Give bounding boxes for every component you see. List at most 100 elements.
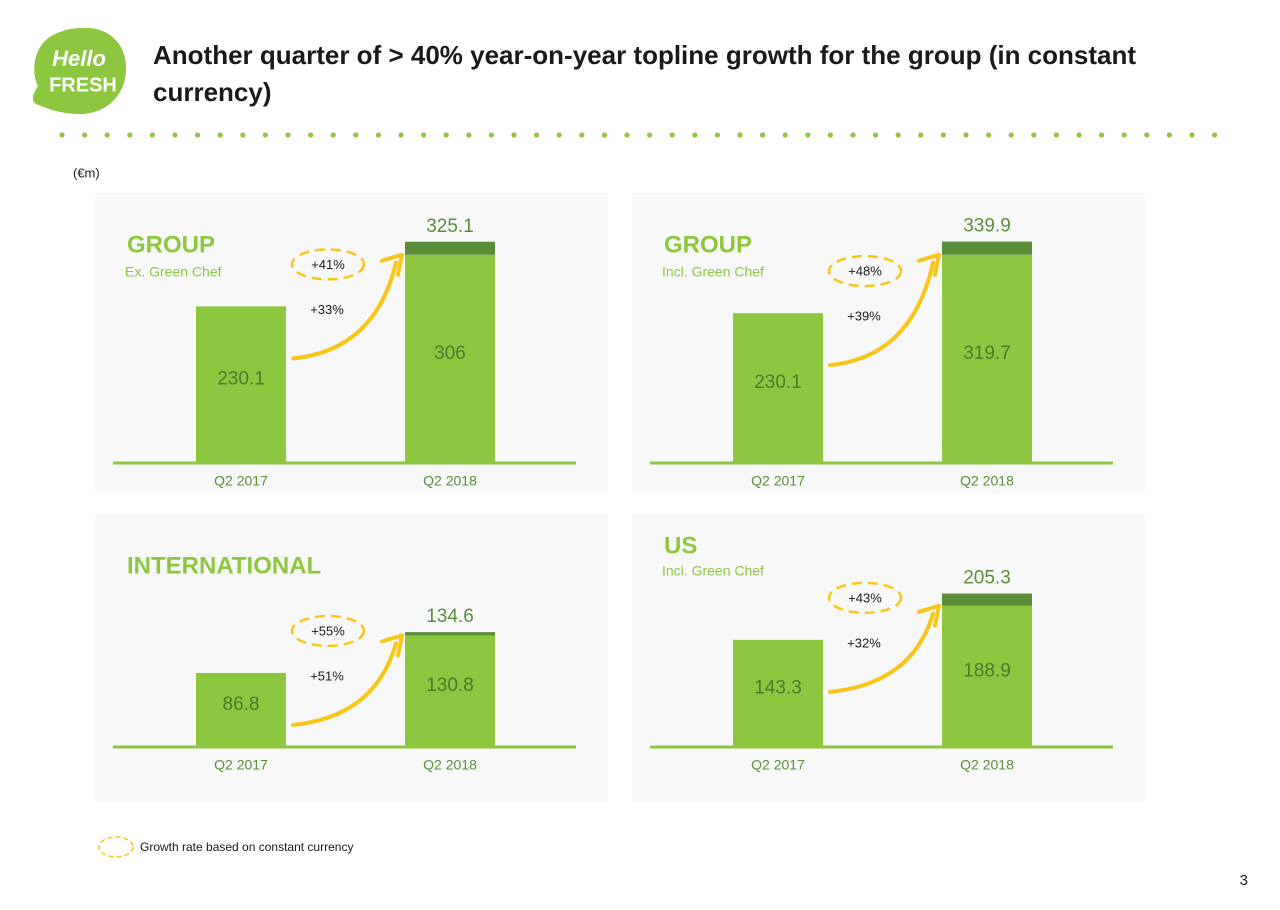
- bar-segment: [405, 241, 495, 255]
- divider-dot: [1008, 132, 1014, 138]
- divider-dot: [308, 132, 314, 138]
- logo-shape: [32, 27, 127, 115]
- divider-dot: [488, 132, 494, 138]
- divider-dot: [149, 132, 155, 138]
- growth-arrowhead: [917, 603, 941, 628]
- total-label: 339.9: [963, 216, 1011, 237]
- divider-dot: [375, 132, 381, 138]
- divider-dot: [692, 132, 698, 138]
- divider-dot: [963, 132, 969, 138]
- divider-dot: [556, 132, 562, 138]
- growth-reported: +51%: [310, 668, 344, 683]
- total-label: 134.6: [426, 606, 474, 627]
- bar-segment: [942, 254, 1032, 463]
- growth-arrowhead: [380, 633, 404, 658]
- divider-dot: [714, 132, 721, 138]
- chart-subtitle: Ex. Green Chef: [125, 264, 222, 280]
- divider-dot: [285, 132, 291, 138]
- growth-arrowhead: [917, 252, 941, 277]
- divider: [59, 132, 1218, 138]
- divider-dot: [1144, 132, 1150, 138]
- growth-arrow: [828, 611, 935, 694]
- divider-dot: [421, 132, 427, 138]
- chart-subtitle: Incl. Green Chef: [662, 264, 764, 280]
- chart-title: GROUP: [664, 231, 752, 258]
- growth-circle: [827, 254, 903, 288]
- bar-segment: [733, 639, 823, 747]
- unit-label: (€m): [73, 165, 100, 180]
- divider-dot: [1212, 132, 1218, 138]
- value-label: 143.3: [754, 677, 802, 698]
- divider-dot: [782, 132, 788, 138]
- divider-dot: [240, 132, 246, 138]
- bar-segment: [942, 241, 1032, 255]
- growth-circle: [827, 581, 903, 615]
- page-number: 3: [1240, 872, 1248, 889]
- x-tick-label: Q2 2018: [423, 757, 477, 773]
- growth-arrow: [291, 260, 398, 361]
- divider-dot: [104, 132, 110, 138]
- growth-reported: +33%: [310, 302, 344, 317]
- chart-title: US: [664, 532, 697, 559]
- bar-segment: [405, 632, 495, 636]
- divider-dot: [940, 132, 947, 138]
- panel: [632, 514, 1145, 801]
- x-tick-label: Q2 2017: [214, 473, 268, 489]
- growth-arrow: [828, 260, 935, 368]
- value-label: 319.7: [963, 343, 1011, 364]
- bar-segment: [942, 605, 1032, 747]
- value-label: 230.1: [754, 372, 802, 393]
- divider-dot: [262, 132, 268, 138]
- divider-dot: [827, 132, 834, 138]
- slide-title: currency): [153, 77, 272, 107]
- divider-dot: [443, 132, 449, 138]
- divider-dot: [511, 132, 517, 138]
- divider-dot: [669, 132, 675, 138]
- total-label: 325.1: [426, 216, 474, 237]
- growth-circle: [290, 248, 366, 281]
- bar-segment: [405, 254, 495, 463]
- divider-dot: [1076, 132, 1082, 138]
- divider-dot: [850, 132, 856, 138]
- bar-segment: [405, 635, 495, 747]
- divider-dot: [534, 132, 540, 138]
- divider-dot: [895, 132, 901, 138]
- divider-dot: [760, 132, 766, 138]
- divider-dot: [601, 132, 608, 138]
- divider-dot: [1053, 132, 1059, 138]
- x-tick-label: Q2 2017: [751, 473, 805, 489]
- divider-dot: [805, 132, 811, 138]
- divider-dot: [466, 132, 472, 138]
- divider-dot: [1099, 132, 1105, 138]
- divider-dot: [127, 132, 133, 138]
- x-tick-label: Q2 2018: [423, 473, 477, 489]
- divider-dot: [1121, 132, 1127, 138]
- divider-dot: [330, 132, 336, 138]
- divider-dot: [398, 132, 404, 138]
- bar-segment: [733, 313, 823, 463]
- divider-dot: [1166, 132, 1172, 138]
- logo: Hello FRESH: [32, 27, 127, 115]
- divider-dot: [1031, 132, 1037, 138]
- divider-dot: [737, 132, 743, 138]
- divider-dot: [986, 132, 992, 138]
- divider-dot: [873, 132, 879, 138]
- growth-constant-currency: +41%: [311, 257, 345, 272]
- chart-title: GROUP: [127, 231, 215, 258]
- divider-dot: [918, 132, 924, 138]
- divider-dot: [624, 132, 630, 138]
- growth-arrow: [291, 641, 398, 727]
- growth-constant-currency: +43%: [848, 590, 882, 605]
- x-tick-label: Q2 2017: [214, 757, 268, 773]
- logo-text: FRESH: [49, 74, 117, 96]
- divider-dot: [172, 132, 178, 138]
- value-label: 86.8: [223, 694, 260, 715]
- divider-dot: [647, 132, 653, 138]
- bar-segment: [196, 306, 286, 463]
- growth-arrowhead: [380, 252, 404, 277]
- divider-dot: [195, 132, 201, 138]
- footnote: Growth rate based on constant currency: [140, 840, 353, 854]
- divider-dot: [217, 132, 223, 138]
- growth-constant-currency: +48%: [848, 264, 882, 279]
